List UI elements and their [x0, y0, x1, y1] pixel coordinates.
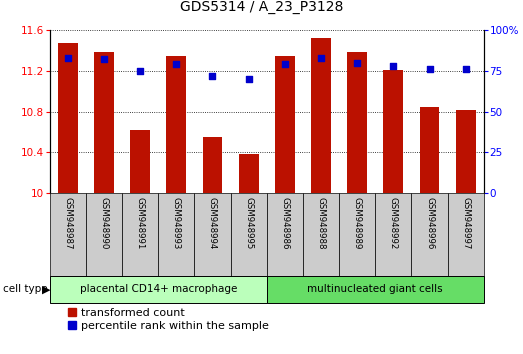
Point	[208, 73, 217, 79]
Point	[64, 55, 72, 61]
Text: GSM948990: GSM948990	[99, 197, 108, 250]
Bar	[94, 52, 114, 193]
Point	[461, 66, 470, 72]
Bar	[419, 107, 439, 193]
Point	[353, 60, 361, 65]
Text: GSM948995: GSM948995	[244, 197, 253, 250]
Bar	[347, 52, 367, 193]
Text: GSM948992: GSM948992	[389, 197, 398, 250]
Bar	[58, 43, 78, 193]
Text: GSM948989: GSM948989	[353, 197, 362, 250]
Bar	[448, 193, 484, 276]
Text: GSM948996: GSM948996	[425, 197, 434, 250]
Bar	[456, 110, 475, 193]
Text: multinucleated giant cells: multinucleated giant cells	[308, 284, 443, 295]
Bar	[303, 193, 339, 276]
Text: GSM948994: GSM948994	[208, 197, 217, 250]
Bar	[383, 70, 403, 193]
Point	[281, 62, 289, 67]
Bar	[275, 56, 295, 193]
Point	[317, 55, 325, 61]
Bar	[50, 193, 86, 276]
Text: GSM948991: GSM948991	[135, 197, 145, 250]
Text: ▶: ▶	[42, 284, 50, 295]
Text: GSM948993: GSM948993	[172, 197, 181, 250]
Bar	[50, 276, 267, 303]
Text: GDS5314 / A_23_P3128: GDS5314 / A_23_P3128	[180, 0, 343, 14]
Bar	[267, 193, 303, 276]
Point	[136, 68, 144, 74]
Text: GSM948997: GSM948997	[461, 197, 470, 250]
Bar	[158, 193, 195, 276]
Text: GSM948987: GSM948987	[63, 197, 72, 250]
Bar	[311, 38, 331, 193]
Bar	[130, 130, 150, 193]
Text: placental CD14+ macrophage: placental CD14+ macrophage	[79, 284, 237, 295]
Bar	[202, 137, 222, 193]
Text: GSM948988: GSM948988	[316, 197, 325, 250]
Text: GSM948986: GSM948986	[280, 197, 289, 250]
Point	[389, 63, 397, 69]
Bar	[238, 154, 258, 193]
Point	[100, 57, 108, 62]
Bar	[412, 193, 448, 276]
Bar	[86, 193, 122, 276]
Bar	[375, 193, 412, 276]
Legend: transformed count, percentile rank within the sample: transformed count, percentile rank withi…	[69, 308, 268, 331]
Point	[172, 62, 180, 67]
Point	[244, 76, 253, 82]
Point	[425, 66, 434, 72]
Bar	[267, 276, 484, 303]
Bar	[122, 193, 158, 276]
Text: cell type: cell type	[3, 284, 47, 295]
Bar	[195, 193, 231, 276]
Bar	[339, 193, 375, 276]
Bar	[231, 193, 267, 276]
Bar	[166, 56, 186, 193]
